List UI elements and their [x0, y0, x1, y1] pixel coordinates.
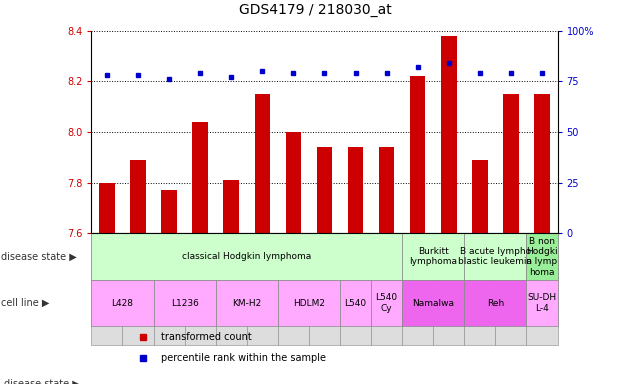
- Bar: [215, 280, 278, 326]
- Bar: [91, 233, 122, 345]
- Bar: [99, 183, 115, 233]
- Bar: [402, 233, 433, 345]
- Text: percentile rank within the sample: percentile rank within the sample: [161, 353, 326, 363]
- Bar: [130, 160, 146, 233]
- Text: Reh: Reh: [487, 299, 504, 308]
- Bar: [154, 280, 215, 326]
- Bar: [402, 233, 464, 280]
- Bar: [224, 180, 239, 233]
- Bar: [433, 233, 464, 345]
- Bar: [534, 94, 550, 233]
- Bar: [340, 233, 371, 345]
- Bar: [371, 233, 402, 345]
- Text: L540
Cy: L540 Cy: [375, 293, 398, 313]
- Bar: [91, 280, 154, 326]
- Bar: [215, 233, 247, 345]
- Bar: [192, 122, 208, 233]
- Bar: [317, 147, 332, 233]
- Bar: [91, 233, 402, 280]
- Bar: [348, 147, 364, 233]
- Bar: [185, 233, 215, 345]
- Bar: [464, 280, 527, 326]
- Text: cell line ▶: cell line ▶: [1, 298, 49, 308]
- Bar: [464, 233, 527, 280]
- Bar: [495, 233, 527, 345]
- Text: KM-H2: KM-H2: [232, 299, 261, 308]
- Bar: [309, 233, 340, 345]
- Bar: [379, 147, 394, 233]
- Text: Namalwa: Namalwa: [412, 299, 454, 308]
- Bar: [278, 233, 309, 345]
- Text: disease state ▶: disease state ▶: [1, 252, 76, 262]
- Bar: [278, 280, 340, 326]
- Bar: [410, 76, 425, 233]
- Bar: [402, 280, 464, 326]
- Bar: [503, 94, 518, 233]
- Text: L540: L540: [345, 299, 367, 308]
- Bar: [371, 280, 402, 326]
- Text: L1236: L1236: [171, 299, 198, 308]
- Text: disease state ▶: disease state ▶: [4, 379, 79, 384]
- Text: SU-DH
L-4: SU-DH L-4: [527, 293, 556, 313]
- Bar: [285, 132, 301, 233]
- Bar: [472, 160, 488, 233]
- Text: classical Hodgkin lymphoma: classical Hodgkin lymphoma: [182, 252, 311, 261]
- Text: Burkitt
lymphoma: Burkitt lymphoma: [410, 247, 457, 266]
- Bar: [527, 233, 558, 345]
- Bar: [340, 280, 371, 326]
- Text: L428: L428: [112, 299, 134, 308]
- Bar: [527, 280, 558, 326]
- Bar: [247, 233, 278, 345]
- Bar: [161, 190, 177, 233]
- Bar: [464, 233, 495, 345]
- Bar: [527, 233, 558, 280]
- Bar: [154, 233, 185, 345]
- Text: B non
Hodgki
n lymp
homa: B non Hodgki n lymp homa: [526, 237, 558, 277]
- Text: B acute lympho
blastic leukemia: B acute lympho blastic leukemia: [459, 247, 532, 266]
- Text: GDS4179 / 218030_at: GDS4179 / 218030_at: [239, 3, 391, 17]
- Text: transformed count: transformed count: [161, 332, 252, 342]
- Bar: [441, 36, 457, 233]
- Text: HDLM2: HDLM2: [293, 299, 325, 308]
- Bar: [122, 233, 154, 345]
- Bar: [255, 94, 270, 233]
